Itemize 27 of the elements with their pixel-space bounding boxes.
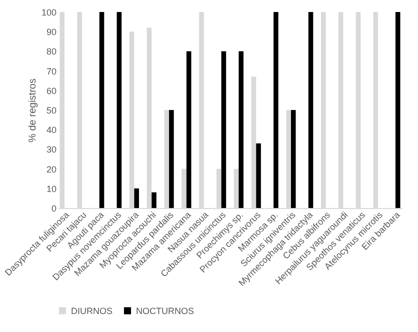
bar	[290, 110, 296, 208]
bar	[134, 188, 139, 208]
y-tick-label: 40	[46, 125, 56, 136]
y-tick-label: 80	[46, 46, 56, 57]
y-tick-label: 60	[46, 86, 56, 96]
legend-label: NOCTURNOS	[136, 306, 194, 316]
bar	[256, 143, 261, 208]
y-axis-title: % de registros	[27, 78, 38, 142]
bar	[152, 192, 156, 208]
y-tick-label: 30	[46, 144, 56, 155]
bar	[169, 110, 174, 208]
legend-label: DIURNOS	[71, 306, 113, 316]
y-tick-label: 100	[41, 8, 56, 18]
bar	[395, 12, 400, 208]
y-tick-label: 70	[46, 66, 56, 76]
y-tick-label: 0	[51, 204, 56, 214]
y-tick-label: 90	[46, 27, 56, 38]
bar	[99, 12, 104, 208]
y-tick-label: 20	[46, 164, 56, 174]
bar	[274, 12, 278, 208]
y-tick-label: 50	[46, 106, 56, 116]
bar	[221, 51, 226, 208]
bar	[116, 12, 122, 208]
bar	[186, 51, 192, 208]
bar	[308, 12, 314, 208]
y-tick-label: 10	[46, 184, 56, 194]
bar	[238, 51, 244, 208]
